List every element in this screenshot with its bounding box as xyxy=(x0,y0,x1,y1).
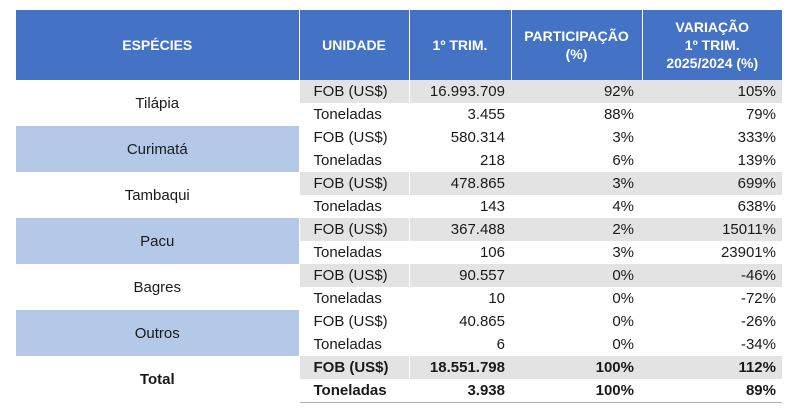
share-cell: 3% xyxy=(612,129,634,146)
unit-cell: FOB (US$) xyxy=(299,80,410,103)
unit-cell: Toneladas xyxy=(313,198,382,215)
variation-cell: 23901% xyxy=(720,244,776,261)
variation-cell: -46% xyxy=(642,264,782,287)
unit-cell: FOB (US$) xyxy=(299,218,410,241)
value-cell: 40.865 xyxy=(459,313,505,330)
share-cell: 4% xyxy=(612,198,634,215)
unit-cell: Toneladas xyxy=(313,244,382,261)
table-row: Pacu FOB (US$) 367.488 2% 15011% xyxy=(16,218,782,264)
variation-cell: -26% xyxy=(740,313,776,330)
header-q1: 1º TRIM. xyxy=(409,10,512,80)
species-cell: Curimatá xyxy=(16,126,300,172)
header-variation: VARIAÇÃO 1º TRIM. 2025/2024 (%) xyxy=(642,10,782,80)
share-cell: 3% xyxy=(511,172,642,195)
share-cell: 88% xyxy=(603,106,634,123)
table-row: Curimatá FOB (US$) 580.314 3% 333% xyxy=(16,126,782,172)
unit-cell: FOB (US$) xyxy=(299,172,410,195)
table-row: Outros FOB (US$) 40.865 0% -26% xyxy=(16,310,782,356)
table-row: Tilápia FOB (US$) 16.993.709 92% 105% xyxy=(16,80,782,126)
species-export-table-wrapper: ESPÉCIES UNIDADE 1º TRIM. PARTICIPAÇÃO (%… xyxy=(16,10,782,403)
species-cell: Tilápia xyxy=(16,80,300,126)
share-cell: 0% xyxy=(612,336,634,353)
table-row: Toneladas 10 0% -72% xyxy=(16,287,782,310)
variation-cell: -72% xyxy=(740,290,776,307)
table-row: Toneladas 143 4% 638% xyxy=(16,195,782,218)
variation-cell: 105% xyxy=(642,80,782,103)
variation-cell: 333% xyxy=(737,129,776,146)
species-cell: Pacu xyxy=(16,218,300,264)
variation-cell: 15011% xyxy=(642,218,782,241)
share-cell: 2% xyxy=(511,218,642,241)
table-row: Tambaqui FOB (US$) 478.865 3% 699% xyxy=(16,172,782,218)
share-cell: 0% xyxy=(612,290,634,307)
table-row: Bagres FOB (US$) 90.557 0% -46% xyxy=(16,264,782,310)
unit-cell: Toneladas xyxy=(313,336,382,353)
variation-cell: 638% xyxy=(737,198,776,215)
species-cell: Tambaqui xyxy=(16,172,300,218)
value-cell: 580.314 xyxy=(450,129,505,146)
header-species: ESPÉCIES xyxy=(16,10,300,80)
value-cell: 3.938 xyxy=(409,379,511,403)
table-row: Toneladas 218 6% 139% xyxy=(16,149,782,172)
value-cell: 3.455 xyxy=(467,106,505,123)
variation-cell: 699% xyxy=(642,172,782,195)
value-cell: 6 xyxy=(496,336,505,353)
unit-cell: Toneladas xyxy=(313,290,382,307)
unit-cell: FOB (US$) xyxy=(313,129,388,146)
unit-cell: FOB (US$) xyxy=(313,313,388,330)
share-cell: 92% xyxy=(511,80,642,103)
value-cell: 218 xyxy=(479,152,505,169)
species-export-table: ESPÉCIES UNIDADE 1º TRIM. PARTICIPAÇÃO (%… xyxy=(16,10,782,403)
variation-cell: 89% xyxy=(642,379,782,403)
share-cell: 100% xyxy=(511,356,642,379)
variation-cell: 112% xyxy=(642,356,782,379)
table-header-row: ESPÉCIES UNIDADE 1º TRIM. PARTICIPAÇÃO (%… xyxy=(16,10,782,80)
share-cell: 6% xyxy=(612,152,634,169)
value-cell: 90.557 xyxy=(409,264,511,287)
value-cell: 143 xyxy=(479,198,505,215)
total-label: Total xyxy=(16,356,300,403)
value-cell: 106 xyxy=(479,244,505,261)
species-cell: Bagres xyxy=(16,264,300,310)
table-row: Toneladas 106 3% 23901% xyxy=(16,241,782,264)
share-cell: 0% xyxy=(511,264,642,287)
value-cell: 18.551.798 xyxy=(409,356,511,379)
variation-cell: 79% xyxy=(745,106,776,123)
value-cell: 10 xyxy=(488,290,505,307)
value-cell: 16.993.709 xyxy=(409,80,511,103)
species-cell: Outros xyxy=(16,310,300,356)
share-cell: 0% xyxy=(612,313,634,330)
value-cell: 478.865 xyxy=(409,172,511,195)
total-row: Total FOB (US$) 18.551.798 100% 112% xyxy=(16,356,782,403)
table-row: Toneladas 6 0% -34% xyxy=(16,333,782,356)
share-cell: 3% xyxy=(612,244,634,261)
unit-cell: FOB (US$) xyxy=(299,264,410,287)
unit-cell: Toneladas xyxy=(313,106,382,123)
share-cell: 100% xyxy=(511,379,642,403)
table-row: Toneladas 3.455 88% 79% xyxy=(16,103,782,126)
unit-cell: FOB (US$) xyxy=(299,356,410,379)
header-share: PARTICIPAÇÃO (%) xyxy=(511,10,643,80)
unit-cell: Toneladas xyxy=(313,152,382,169)
total-row: Toneladas 3.938 100% 89% xyxy=(16,379,782,403)
variation-cell: 139% xyxy=(737,152,776,169)
header-unit: UNIDADE xyxy=(299,10,410,80)
value-cell: 367.488 xyxy=(409,218,511,241)
variation-cell: -34% xyxy=(740,336,776,353)
unit-cell: Toneladas xyxy=(299,379,409,403)
